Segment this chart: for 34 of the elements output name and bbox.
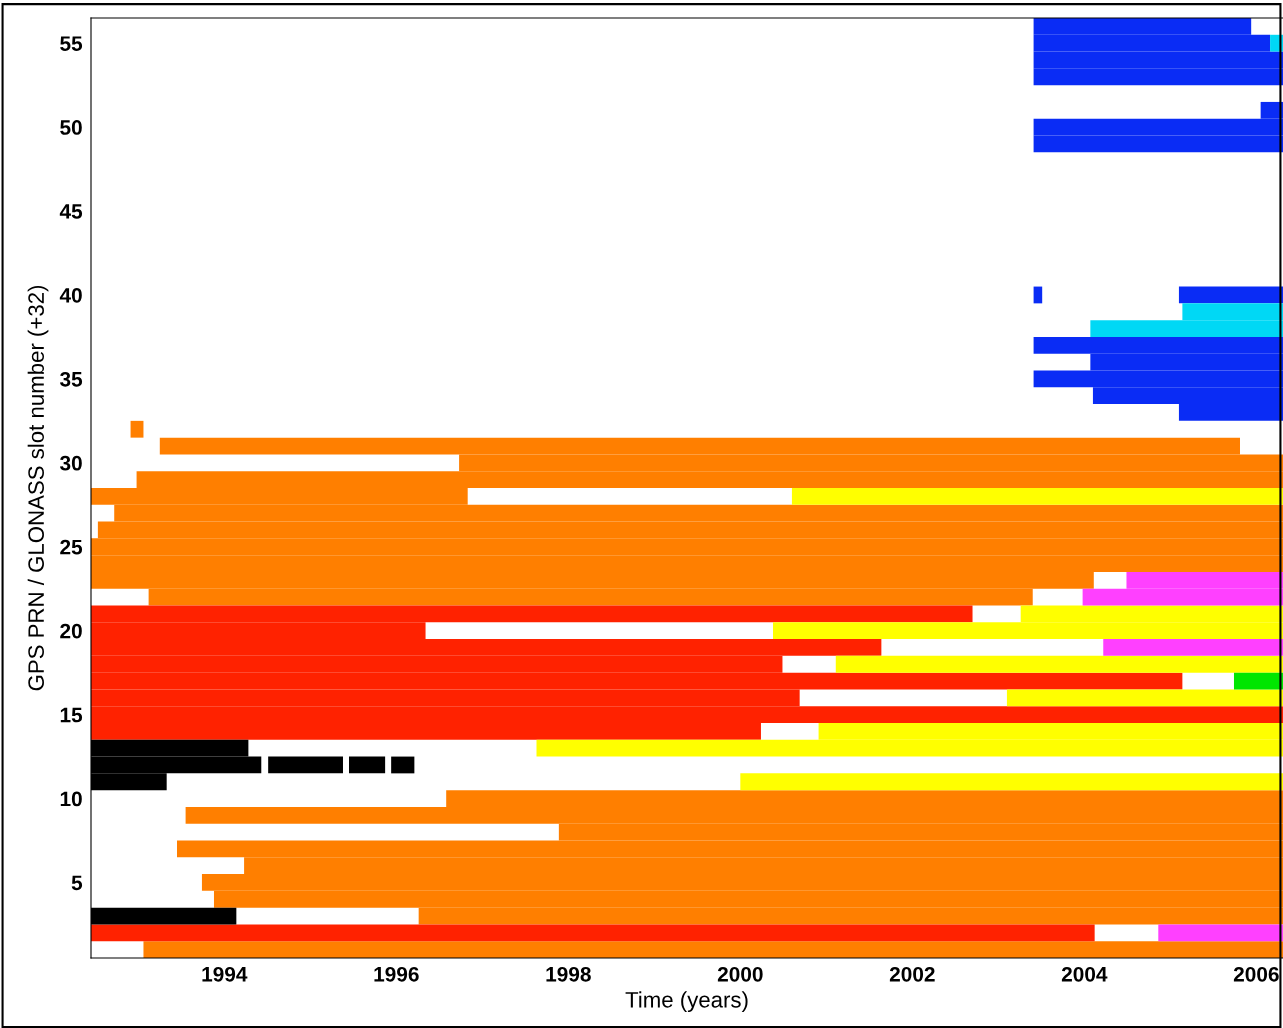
bar bbox=[143, 941, 1283, 958]
bar bbox=[268, 756, 343, 774]
x-tick-label: 2004 bbox=[1061, 966, 1108, 982]
x-tick-label: 2002 bbox=[889, 966, 935, 982]
bar bbox=[1233, 672, 1283, 690]
y-tick-label: 10 bbox=[60, 791, 82, 807]
bar bbox=[791, 488, 1283, 505]
bar bbox=[1006, 689, 1283, 707]
x-axis-title: Time (years) bbox=[625, 991, 748, 1013]
y-tick-label: 40 bbox=[59, 287, 82, 303]
y-tick-label: 25 bbox=[60, 539, 83, 555]
bar bbox=[1158, 924, 1283, 942]
bar bbox=[835, 655, 1283, 673]
x-tick-label: 2006 bbox=[1233, 966, 1279, 982]
bar bbox=[391, 756, 415, 774]
x-tick-label: 2000 bbox=[717, 966, 763, 982]
bar bbox=[740, 773, 1283, 791]
bar bbox=[349, 756, 386, 774]
y-tick-label: 30 bbox=[59, 455, 82, 471]
y-tick-label: 15 bbox=[60, 707, 83, 723]
x-tick-label: 1994 bbox=[202, 966, 248, 982]
bar bbox=[91, 924, 1095, 942]
x-tick-label: 1998 bbox=[546, 966, 591, 982]
bar bbox=[1178, 286, 1283, 304]
y-tick-label: 50 bbox=[60, 120, 82, 135]
y-tick-label: 5 bbox=[71, 875, 83, 891]
y-tick-label: 20 bbox=[60, 623, 82, 639]
y-tick-label: 35 bbox=[59, 371, 83, 387]
y-axis-title: GPS PRN / GLONASS slot number (+32) bbox=[27, 285, 49, 691]
x-tick-label: 1996 bbox=[374, 966, 419, 982]
y-tick-label: 45 bbox=[59, 204, 83, 219]
bar bbox=[130, 420, 144, 438]
y-tick-label: 55 bbox=[60, 36, 83, 51]
bar bbox=[1103, 639, 1283, 656]
